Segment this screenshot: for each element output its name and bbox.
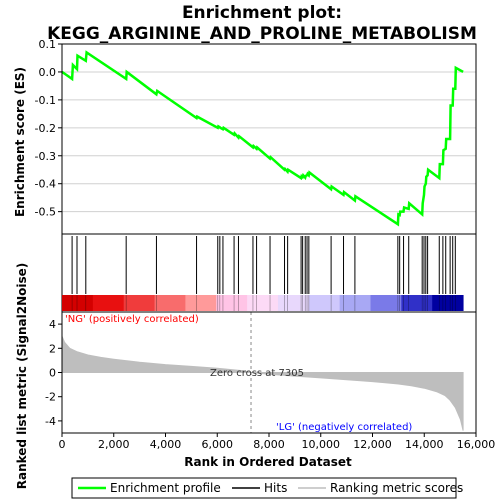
metric-ytick-label: 0 bbox=[49, 367, 56, 380]
color-bar-segment bbox=[247, 295, 279, 311]
metric-panel: 4 2 0 -2 -4 0 2,000 4,000 6,000 8,000 10,000 12,00… bbox=[45, 311, 496, 451]
metric-xtick-label: 6,000 bbox=[202, 438, 234, 451]
color-bar-segment bbox=[308, 295, 341, 311]
zero-cross-label: Zero cross at 7305 bbox=[210, 368, 304, 379]
color-bar-segment bbox=[277, 295, 310, 311]
es-yticks: 0.1 0.0 -0.1 -0.2 -0.3 -0.4 -0.5 bbox=[35, 38, 62, 219]
color-bar-segment bbox=[401, 295, 433, 311]
metric-xticks: 0 2,000 4,000 6,000 8,000 10,000 12,000 14,000 1… bbox=[59, 433, 496, 451]
es-ytick-label: 0.0 bbox=[39, 66, 57, 79]
legend-frame bbox=[71, 477, 457, 499]
chart-title-line2: KEGG_ARGININE_AND_PROLINE_METABOLISM bbox=[47, 24, 477, 44]
color-bar-segment bbox=[123, 295, 156, 311]
es-ytick-label: 0.1 bbox=[39, 38, 57, 51]
positive-correlation-label: 'NG' (positively correlated) bbox=[65, 314, 199, 325]
metric-xtick-label: 16,000 bbox=[457, 438, 496, 451]
metric-xtick-label: 14,000 bbox=[405, 438, 444, 451]
legend-label-metric: Ranking metric scores bbox=[330, 481, 463, 495]
color-bar-segment bbox=[432, 295, 464, 311]
metric-xtick-label: 2,000 bbox=[98, 438, 130, 451]
metric-xtick-label: 10,000 bbox=[302, 438, 341, 451]
es-ytick-label: -0.1 bbox=[35, 94, 56, 107]
es-ytick-label: -0.4 bbox=[35, 178, 56, 191]
metric-ylabel: Ranked list metric (Signal2Noise) bbox=[15, 263, 29, 490]
metric-ytick-label: 4 bbox=[49, 318, 56, 331]
es-ytick-label: -0.3 bbox=[35, 150, 56, 163]
color-bar-segment bbox=[339, 295, 372, 311]
legend-label-enrichment: Enrichment profile bbox=[110, 481, 221, 495]
metric-yticks: 4 2 0 -2 -4 bbox=[45, 318, 62, 428]
metric-xlabel: Rank in Ordered Dataset bbox=[184, 455, 352, 469]
metric-xtick-label: 4,000 bbox=[150, 438, 182, 451]
color-bar-segment bbox=[185, 295, 217, 311]
color-bar-segment bbox=[62, 295, 94, 311]
chart-title-line1: Enrichment plot: bbox=[182, 3, 342, 23]
metric-xtick-label: 0 bbox=[59, 438, 66, 451]
es-ytick-label: -0.2 bbox=[35, 122, 56, 135]
metric-ytick-label: -2 bbox=[45, 391, 56, 404]
color-bar-segment bbox=[92, 295, 125, 311]
legend-label-hits: Hits bbox=[264, 481, 287, 495]
es-panel: 0.1 0.0 -0.1 -0.2 -0.3 -0.4 -0.5 bbox=[35, 38, 477, 235]
metric-xtick-label: 12,000 bbox=[353, 438, 392, 451]
color-bar-segment bbox=[154, 295, 186, 311]
legend: Enrichment profile Hits Ranking metric s… bbox=[71, 477, 463, 499]
color-bar-segment bbox=[370, 295, 402, 311]
es-grid bbox=[62, 43, 476, 213]
metric-ytick-label: 2 bbox=[49, 342, 56, 355]
hit-lines bbox=[71, 236, 456, 294]
negative-correlation-label: 'LG' (negatively correlated) bbox=[276, 422, 412, 433]
es-profile-line bbox=[61, 50, 464, 227]
metric-area bbox=[61, 336, 464, 431]
metric-xtick-label: 8,000 bbox=[253, 438, 285, 451]
es-ylabel: Enrichment score (ES) bbox=[13, 67, 27, 217]
es-ytick-label: -0.5 bbox=[35, 206, 56, 219]
metric-ytick-label: -4 bbox=[45, 415, 56, 428]
rank-color-bar bbox=[62, 295, 464, 311]
hits-panel bbox=[61, 233, 477, 313]
es-plot-frame bbox=[61, 43, 477, 235]
color-bar-segment bbox=[216, 295, 248, 311]
